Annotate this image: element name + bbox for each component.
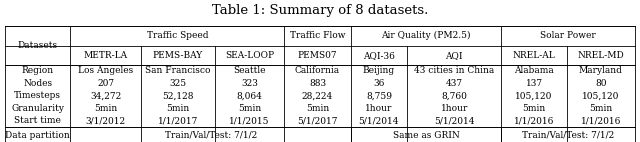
Text: NREL-AL: NREL-AL bbox=[513, 51, 556, 60]
Text: 8,064: 8,064 bbox=[236, 91, 262, 100]
Text: Datasets: Datasets bbox=[18, 41, 58, 50]
Text: 5min: 5min bbox=[306, 104, 329, 113]
Text: 52,128: 52,128 bbox=[162, 91, 193, 100]
Text: SEA-LOOP: SEA-LOOP bbox=[225, 51, 274, 60]
Text: 8,760: 8,760 bbox=[441, 91, 467, 100]
Text: 105,120: 105,120 bbox=[515, 91, 553, 100]
Text: 36: 36 bbox=[373, 79, 385, 88]
Text: Solar Power: Solar Power bbox=[540, 31, 596, 40]
Text: Los Angeles: Los Angeles bbox=[78, 66, 133, 75]
Text: 207: 207 bbox=[97, 79, 114, 88]
Text: 43 cities in China: 43 cities in China bbox=[414, 66, 494, 75]
Text: 1/1/2015: 1/1/2015 bbox=[229, 116, 269, 125]
Text: 325: 325 bbox=[169, 79, 186, 88]
Text: Traffic Flow: Traffic Flow bbox=[290, 31, 345, 40]
Text: 5min: 5min bbox=[166, 104, 189, 113]
Text: 80: 80 bbox=[595, 79, 607, 88]
Text: Nodes: Nodes bbox=[23, 79, 52, 88]
Text: 28,224: 28,224 bbox=[302, 91, 333, 100]
Text: California: California bbox=[295, 66, 340, 75]
Text: Train/Val/Test: 7/1/2: Train/Val/Test: 7/1/2 bbox=[522, 131, 614, 140]
Text: San Francisco: San Francisco bbox=[145, 66, 211, 75]
Text: 34,272: 34,272 bbox=[90, 91, 121, 100]
Text: Air Quality (PM2.5): Air Quality (PM2.5) bbox=[381, 31, 471, 40]
Text: Same as GRIN: Same as GRIN bbox=[393, 131, 460, 140]
Text: 1/1/2016: 1/1/2016 bbox=[580, 116, 621, 125]
Text: 137: 137 bbox=[525, 79, 543, 88]
Text: Timesteps: Timesteps bbox=[14, 91, 61, 100]
Text: Table 1: Summary of 8 datasets.: Table 1: Summary of 8 datasets. bbox=[212, 4, 428, 17]
Text: 105,120: 105,120 bbox=[582, 91, 620, 100]
Text: 5/1/2017: 5/1/2017 bbox=[297, 116, 338, 125]
Text: Beijing: Beijing bbox=[363, 66, 395, 75]
Text: PEMS-BAY: PEMS-BAY bbox=[152, 51, 203, 60]
Text: Region: Region bbox=[22, 66, 54, 75]
Text: AQI-36: AQI-36 bbox=[363, 51, 395, 60]
Text: AQI: AQI bbox=[445, 51, 463, 60]
Text: PEMS07: PEMS07 bbox=[298, 51, 337, 60]
Text: Seattle: Seattle bbox=[233, 66, 266, 75]
Text: 1hour: 1hour bbox=[365, 104, 392, 113]
Text: Data partition: Data partition bbox=[5, 131, 70, 140]
Text: NREL-MD: NREL-MD bbox=[577, 51, 624, 60]
Text: 5min: 5min bbox=[589, 104, 612, 113]
Text: Alabama: Alabama bbox=[514, 66, 554, 75]
Text: 1/1/2017: 1/1/2017 bbox=[157, 116, 198, 125]
Text: Start time: Start time bbox=[14, 116, 61, 125]
Text: Granularity: Granularity bbox=[12, 104, 64, 113]
Text: METR-LA: METR-LA bbox=[84, 51, 127, 60]
Text: 437: 437 bbox=[445, 79, 463, 88]
Text: 323: 323 bbox=[241, 79, 258, 88]
Text: Traffic Speed: Traffic Speed bbox=[147, 31, 208, 40]
Text: 1hour: 1hour bbox=[440, 104, 468, 113]
Text: 5min: 5min bbox=[94, 104, 117, 113]
Text: 883: 883 bbox=[309, 79, 326, 88]
Text: 5/1/2014: 5/1/2014 bbox=[434, 116, 474, 125]
Text: 1/1/2016: 1/1/2016 bbox=[514, 116, 554, 125]
Text: 5min: 5min bbox=[237, 104, 261, 113]
Text: 5min: 5min bbox=[522, 104, 546, 113]
Text: Train/Val/Test: 7/1/2: Train/Val/Test: 7/1/2 bbox=[164, 131, 257, 140]
Text: 8,759: 8,759 bbox=[366, 91, 392, 100]
Text: 3/1/2012: 3/1/2012 bbox=[86, 116, 125, 125]
Text: Maryland: Maryland bbox=[579, 66, 623, 75]
Text: 5/1/2014: 5/1/2014 bbox=[358, 116, 399, 125]
